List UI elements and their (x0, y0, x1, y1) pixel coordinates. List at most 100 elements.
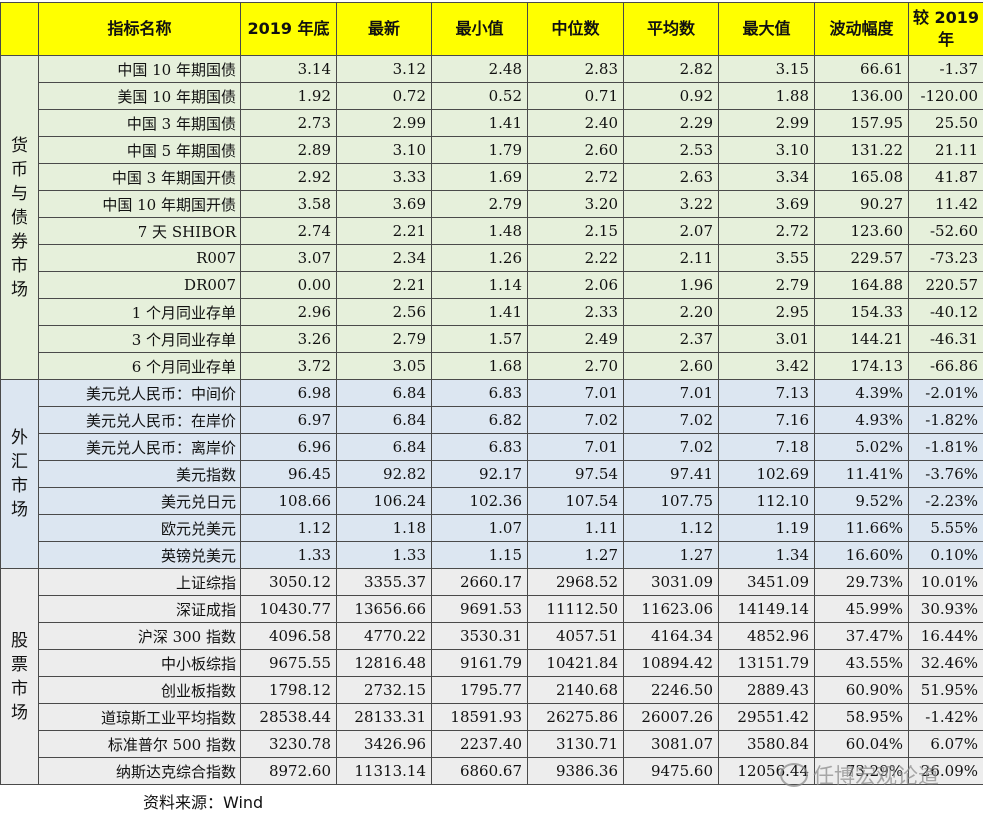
cell-volatility: 144.21 (814, 325, 909, 353)
table-row: 1 个月同业存单 2.96 2.56 1.41 2.33 2.20 2.95 154.33 -4… (1, 298, 983, 326)
cell-median: 2.33 (527, 298, 624, 326)
cell-min: 1.57 (431, 325, 528, 353)
cell-mean: 2.63 (623, 163, 719, 191)
table-row: 美元指数 96.45 92.82 92.17 97.54 97.41 102.69 11.41… (1, 460, 983, 488)
cell-latest: 2.34 (336, 244, 432, 272)
cell-max: 7.18 (718, 433, 815, 461)
table-row: 中国 10 年期国开债 3.58 3.69 2.79 3.20 3.22 3.69 90.27… (1, 190, 983, 218)
cell-median: 107.54 (527, 487, 624, 515)
market-indicator-table: 指标名称 2019 年底 最新 最小值 中位数 平均数 最大值 波动幅度 较 2… (0, 2, 983, 785)
cell-vs-2019: -120.00 (908, 82, 983, 110)
cell-end-2019: 96.45 (240, 460, 337, 488)
cell-end-2019: 8972.60 (240, 757, 337, 785)
cell-mean: 11623.06 (623, 595, 719, 623)
table-row: 7 天 SHIBOR 2.74 2.21 1.48 2.15 2.07 2.72 123.60… (1, 217, 983, 245)
cell-median: 2140.68 (527, 676, 624, 704)
cell-max: 1.88 (718, 82, 815, 110)
cell-volatility: 4.39% (814, 379, 909, 407)
cell-latest: 6.84 (336, 406, 432, 434)
cell-latest: 2.21 (336, 271, 432, 299)
cell-indicator-name: 创业板指数 (38, 676, 241, 704)
cell-max: 1.19 (718, 514, 815, 542)
section-label-char: 与 (11, 183, 28, 204)
cell-mean: 97.41 (623, 460, 719, 488)
header-blank (0, 2, 39, 56)
cell-indicator-name: 美国 10 年期国债 (38, 82, 241, 110)
cell-indicator-name: 中小板综指 (38, 649, 241, 677)
cell-min: 0.52 (431, 82, 528, 110)
cell-min: 2237.40 (431, 730, 528, 758)
cell-median: 7.01 (527, 379, 624, 407)
table-row: DR007 0.00 2.21 1.14 2.06 1.96 2.79 164.88 220.5… (1, 271, 983, 299)
cell-vs-2019: -46.31 (908, 325, 983, 353)
cell-mean: 1.12 (623, 514, 719, 542)
cell-volatility: 11.41% (814, 460, 909, 488)
cell-median: 2.49 (527, 325, 624, 353)
table-row: 道琼斯工业平均指数 28538.44 28133.31 18591.93 26275.8… (1, 703, 983, 731)
section-label: 股票市场 (0, 568, 39, 785)
cell-min: 1.15 (431, 541, 528, 569)
section-label: 货币与债券市场 (0, 55, 39, 380)
cell-latest: 106.24 (336, 487, 432, 515)
cell-median: 2.70 (527, 352, 624, 380)
source-note: 资料来源：Wind (143, 793, 264, 812)
cell-min: 92.17 (431, 460, 528, 488)
cell-min: 1.14 (431, 271, 528, 299)
cell-mean: 7.01 (623, 379, 719, 407)
cell-volatility: 90.27 (814, 190, 909, 218)
section-label-char: 股 (11, 630, 28, 651)
cell-vs-2019: 51.95% (908, 676, 983, 704)
cell-min: 1.79 (431, 136, 528, 164)
cell-mean: 4164.34 (623, 622, 719, 650)
cell-indicator-name: 7 天 SHIBOR (38, 217, 241, 245)
cell-volatility: 131.22 (814, 136, 909, 164)
cell-volatility: 165.08 (814, 163, 909, 191)
section-label-char: 外 (11, 428, 28, 448)
cell-min: 9691.53 (431, 595, 528, 623)
cell-max: 112.10 (718, 487, 815, 515)
cell-latest: 4770.22 (336, 622, 432, 650)
cell-indicator-name: 中国 3 年期国开债 (38, 163, 241, 191)
table-row: 美国 10 年期国债 1.92 0.72 0.52 0.71 0.92 1.88 136.00… (1, 82, 983, 110)
cell-max: 3.55 (718, 244, 815, 272)
cell-median: 2.83 (527, 55, 624, 83)
table-row: 中国 3 年期国开债 2.92 3.33 1.69 2.72 2.63 3.34 165.08… (1, 163, 983, 191)
cell-min: 6.83 (431, 379, 528, 407)
cell-vs-2019: 0.10% (908, 541, 983, 569)
cell-median: 26275.86 (527, 703, 624, 731)
cell-latest: 3426.96 (336, 730, 432, 758)
cell-latest: 13656.66 (336, 595, 432, 623)
cell-indicator-name: 上证综指 (38, 568, 241, 596)
cell-indicator-name: 中国 10 年期国债 (38, 55, 241, 83)
cell-end-2019: 1.12 (240, 514, 337, 542)
cell-min: 1.41 (431, 298, 528, 326)
section-label-char: 市 (11, 255, 28, 276)
cell-latest: 3.33 (336, 163, 432, 191)
cell-max: 3.69 (718, 190, 815, 218)
cell-vs-2019: -1.81% (908, 433, 983, 461)
cell-max: 7.13 (718, 379, 815, 407)
cell-volatility: 73.29% (814, 757, 909, 785)
cell-latest: 12816.48 (336, 649, 432, 677)
cell-indicator-name: 欧元兑美元 (38, 514, 241, 542)
cell-max: 14149.14 (718, 595, 815, 623)
cell-end-2019: 10430.77 (240, 595, 337, 623)
cell-mean: 107.75 (623, 487, 719, 515)
cell-indicator-name: 道琼斯工业平均指数 (38, 703, 241, 731)
wechat-icon (780, 763, 808, 787)
cell-vs-2019: -40.12 (908, 298, 983, 326)
cell-mean: 26007.26 (623, 703, 719, 731)
cell-end-2019: 1.92 (240, 82, 337, 110)
cell-indicator-name: DR007 (38, 271, 241, 299)
watermark-text: 任博宏观论道 (813, 764, 939, 788)
cell-mean: 1.27 (623, 541, 719, 569)
table-row: 美元兑日元 108.66 106.24 102.36 107.54 107.75 112.1… (1, 487, 983, 515)
cell-latest: 2.56 (336, 298, 432, 326)
cell-vs-2019: 5.55% (908, 514, 983, 542)
cell-median: 2.72 (527, 163, 624, 191)
cell-mean: 0.92 (623, 82, 719, 110)
cell-volatility: 29.73% (814, 568, 909, 596)
header-row: 指标名称 2019 年底 最新 最小值 中位数 平均数 最大值 波动幅度 较 2… (0, 2, 983, 56)
cell-latest: 2.99 (336, 109, 432, 137)
cell-volatility: 37.47% (814, 622, 909, 650)
